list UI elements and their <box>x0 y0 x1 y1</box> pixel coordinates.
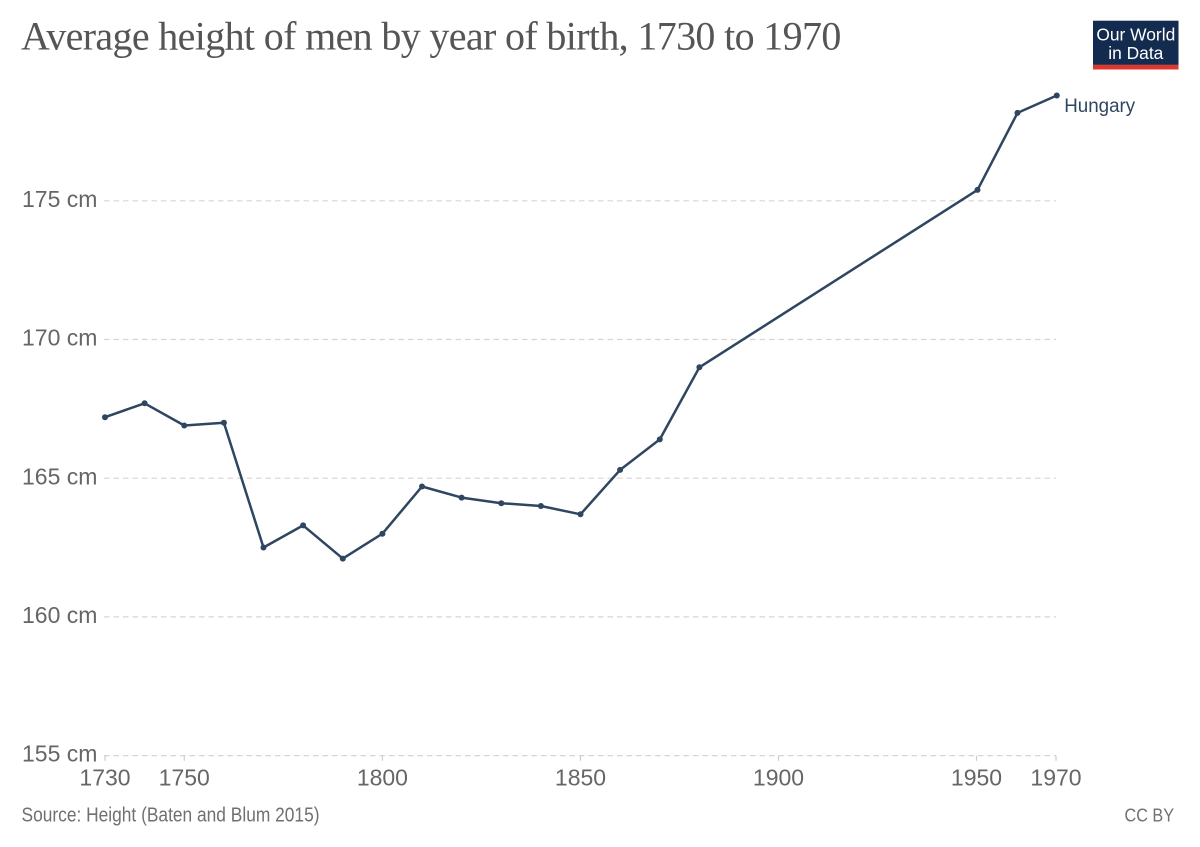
svg-text:1900: 1900 <box>753 765 804 791</box>
svg-text:155 cm: 155 cm <box>22 741 97 767</box>
svg-text:1730: 1730 <box>79 765 130 791</box>
svg-text:in Data: in Data <box>1108 43 1163 63</box>
svg-text:1970: 1970 <box>1030 765 1081 791</box>
svg-text:165 cm: 165 cm <box>22 463 97 489</box>
svg-text:CC BY: CC BY <box>1125 804 1175 825</box>
svg-text:Source: Height (Baten and Blum: Source: Height (Baten and Blum 2015) <box>22 805 320 827</box>
svg-text:Hungary: Hungary <box>1064 96 1135 117</box>
svg-text:Our World: Our World <box>1096 25 1175 45</box>
svg-text:170 cm: 170 cm <box>22 325 97 351</box>
svg-text:175 cm: 175 cm <box>22 186 97 212</box>
svg-text:1800: 1800 <box>357 765 408 791</box>
svg-text:160 cm: 160 cm <box>22 602 97 628</box>
svg-text:1950: 1950 <box>951 765 1002 791</box>
svg-text:Average height of men by year: Average height of men by year of birth, … <box>21 14 841 59</box>
svg-text:1850: 1850 <box>555 765 606 791</box>
svg-text:1750: 1750 <box>159 765 210 791</box>
